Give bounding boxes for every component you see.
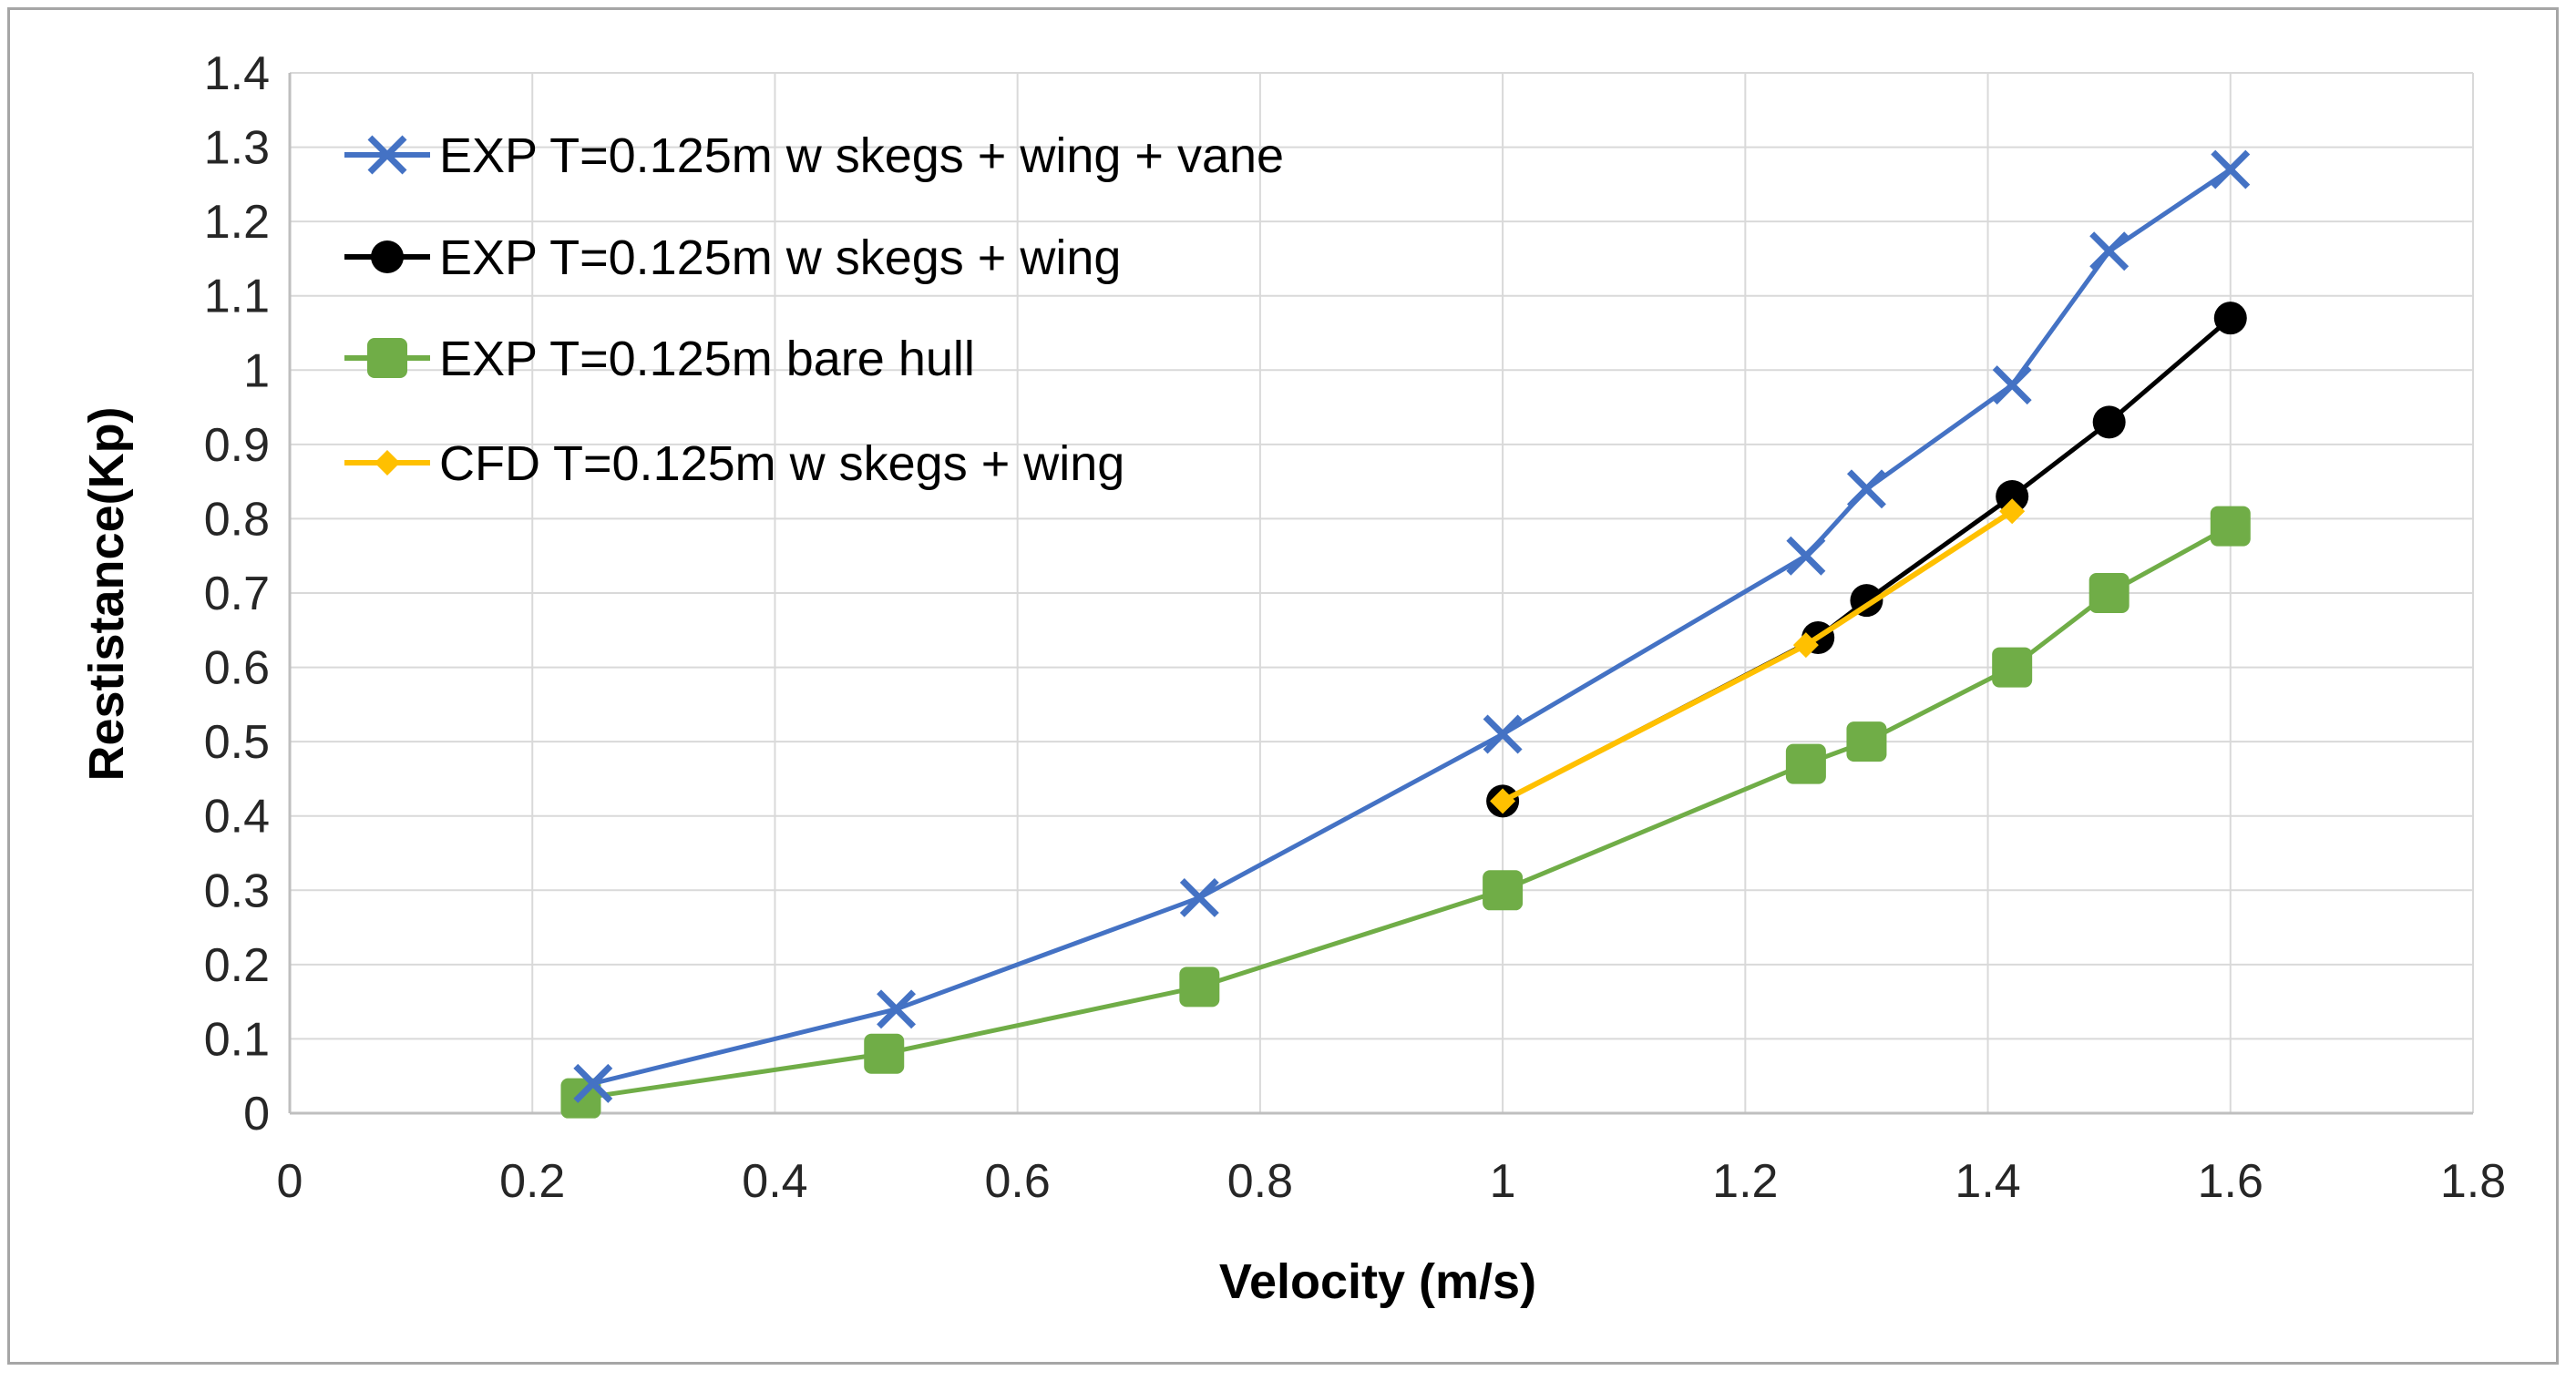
data-point <box>2213 302 2247 335</box>
legend-marker <box>371 240 404 273</box>
data-point <box>573 1063 613 1103</box>
series-line <box>592 167 2232 1086</box>
legend-entry: CFD T=0.125m w skegs + wing <box>344 436 1124 491</box>
y-tick-label: 1.2 <box>204 196 270 249</box>
data-point <box>1792 632 1819 659</box>
y-tick-label: 1.4 <box>204 47 270 100</box>
y-tick-label: 0.5 <box>204 716 270 769</box>
data-point <box>1996 479 2029 513</box>
x-tick-label: 0.4 <box>742 1155 807 1208</box>
y-tick-label: 0.1 <box>204 1013 270 1066</box>
data-point <box>1785 743 1826 784</box>
data-point <box>864 1033 905 1074</box>
legend-entry: EXP T=0.125m w skegs + wing <box>344 230 1121 285</box>
data-point <box>2092 405 2126 439</box>
x-tick-label: 1.2 <box>1712 1155 1778 1208</box>
axes: 0 0.1 0.2 0.3 0.4 0.5 0.6 0.7 0.8 0.9 1 1.1 1.2 1.3 1.… <box>204 47 2506 1208</box>
x-tick-label: 1.6 <box>2198 1155 2263 1208</box>
legend: EXP T=0.125m w skegs + wing + vane EXP T=… <box>344 128 1284 491</box>
data-point <box>1992 365 2032 405</box>
y-tick-label: 0.9 <box>204 419 270 472</box>
y-tick-label: 0.7 <box>204 568 270 620</box>
data-point <box>2210 506 2251 547</box>
series-line <box>580 524 2232 1101</box>
series-3 <box>1490 498 2026 814</box>
x-tick-label: 1.8 <box>2440 1155 2506 1208</box>
y-tick-label: 0.3 <box>204 864 270 917</box>
y-tick-label: 0.2 <box>204 939 270 992</box>
data-point <box>1490 788 1516 814</box>
data-point <box>1846 721 1887 762</box>
x-axis-title: Velocity (m/s) <box>1219 1254 1536 1309</box>
x-tick-label: 0.8 <box>1227 1155 1293 1208</box>
legend-marker <box>367 338 407 378</box>
legend-label: CFD T=0.125m w skegs + wing <box>439 436 1124 491</box>
data-point <box>1179 877 1219 917</box>
y-tick-label: 1 <box>243 344 270 397</box>
legend-entry: EXP T=0.125m bare hull <box>344 332 975 386</box>
x-tick-label: 1 <box>1490 1155 1516 1208</box>
data-point <box>2211 149 2251 189</box>
legend-marker <box>367 135 407 175</box>
data-point <box>1992 647 2033 688</box>
legend-entry: EXP T=0.125m w skegs + wing + vane <box>344 128 1284 183</box>
x-tick-label: 0.2 <box>499 1155 565 1208</box>
y-tick-label: 0.8 <box>204 493 270 546</box>
series-0 <box>573 149 2251 1103</box>
y-tick-label: 0 <box>243 1088 270 1141</box>
y-tick-label: 1.3 <box>204 122 270 175</box>
legend-label: EXP T=0.125m w skegs + wing + vane <box>439 128 1284 183</box>
y-tick-label: 0.4 <box>204 791 270 844</box>
data-point <box>1179 967 1220 1008</box>
x-tick-label: 0 <box>277 1155 303 1208</box>
data-point <box>2089 573 2130 613</box>
data-point <box>1786 536 1826 576</box>
y-axis-title: Restistance(Kp) <box>79 406 134 781</box>
data-point <box>1846 469 1886 509</box>
x-tick-label: 1.4 <box>1955 1155 2020 1208</box>
y-tick-label: 0.6 <box>204 642 270 695</box>
series-line <box>1501 508 2014 804</box>
data-point <box>1483 714 1523 754</box>
legend-label: EXP T=0.125m bare hull <box>439 332 975 386</box>
data-point <box>1999 498 2026 525</box>
data-series <box>560 149 2251 1119</box>
series-2 <box>560 506 2251 1119</box>
legend-label: EXP T=0.125m w skegs + wing <box>439 230 1121 285</box>
y-tick-label: 1.1 <box>204 271 270 323</box>
data-point <box>1483 870 1524 911</box>
data-point <box>2089 231 2130 271</box>
legend-marker <box>375 450 400 476</box>
data-point <box>877 989 917 1029</box>
x-tick-label: 0.6 <box>985 1155 1051 1208</box>
